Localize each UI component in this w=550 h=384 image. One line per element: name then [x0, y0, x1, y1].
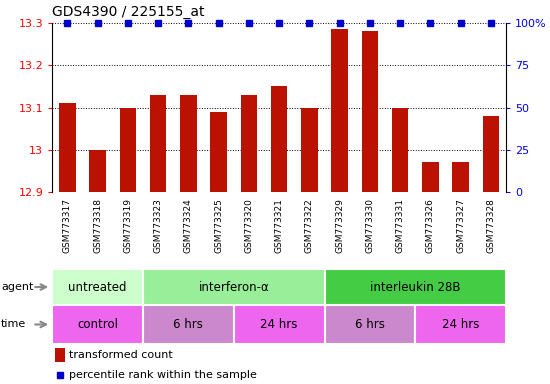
Text: GSM773317: GSM773317: [63, 198, 72, 253]
Bar: [361, 31, 378, 192]
Text: control: control: [77, 318, 118, 331]
Bar: [324, 305, 415, 344]
Bar: [422, 162, 439, 192]
Bar: [52, 305, 143, 344]
Bar: [392, 108, 409, 192]
Text: transformed count: transformed count: [69, 350, 173, 360]
Text: 24 hrs: 24 hrs: [442, 318, 479, 331]
Bar: [331, 30, 348, 192]
Text: percentile rank within the sample: percentile rank within the sample: [69, 370, 257, 380]
Text: GDS4390 / 225155_at: GDS4390 / 225155_at: [52, 5, 205, 19]
Text: 6 hrs: 6 hrs: [173, 318, 204, 331]
Bar: [143, 305, 234, 344]
Text: GSM773319: GSM773319: [123, 198, 133, 253]
Text: GSM773325: GSM773325: [214, 198, 223, 253]
Bar: [210, 112, 227, 192]
Bar: [143, 269, 324, 305]
Text: agent: agent: [1, 282, 34, 292]
Text: GSM773321: GSM773321: [274, 198, 284, 253]
Text: GSM773322: GSM773322: [305, 198, 314, 253]
Text: 24 hrs: 24 hrs: [261, 318, 298, 331]
Bar: [180, 95, 197, 192]
Bar: [240, 95, 257, 192]
Text: GSM773324: GSM773324: [184, 198, 193, 253]
Bar: [150, 95, 167, 192]
Bar: [89, 150, 106, 192]
Bar: [415, 305, 506, 344]
Bar: [271, 86, 288, 192]
Text: GSM773326: GSM773326: [426, 198, 435, 253]
Text: GSM773329: GSM773329: [335, 198, 344, 253]
Bar: [54, 348, 64, 362]
Text: GSM773327: GSM773327: [456, 198, 465, 253]
Text: 6 hrs: 6 hrs: [355, 318, 385, 331]
Bar: [324, 269, 506, 305]
Text: GSM773320: GSM773320: [244, 198, 254, 253]
Bar: [234, 305, 324, 344]
Text: interferon-α: interferon-α: [199, 281, 269, 293]
Text: GSM773323: GSM773323: [153, 198, 163, 253]
Bar: [482, 116, 499, 192]
Text: time: time: [1, 319, 26, 329]
Bar: [52, 269, 143, 305]
Text: GSM773331: GSM773331: [395, 198, 405, 253]
Text: GSM773330: GSM773330: [365, 198, 375, 253]
Text: GSM773318: GSM773318: [93, 198, 102, 253]
Bar: [452, 162, 469, 192]
Bar: [119, 108, 136, 192]
Text: untreated: untreated: [68, 281, 127, 293]
Bar: [59, 103, 76, 192]
Text: GSM773328: GSM773328: [486, 198, 496, 253]
Bar: [301, 108, 318, 192]
Text: interleukin 28B: interleukin 28B: [370, 281, 460, 293]
